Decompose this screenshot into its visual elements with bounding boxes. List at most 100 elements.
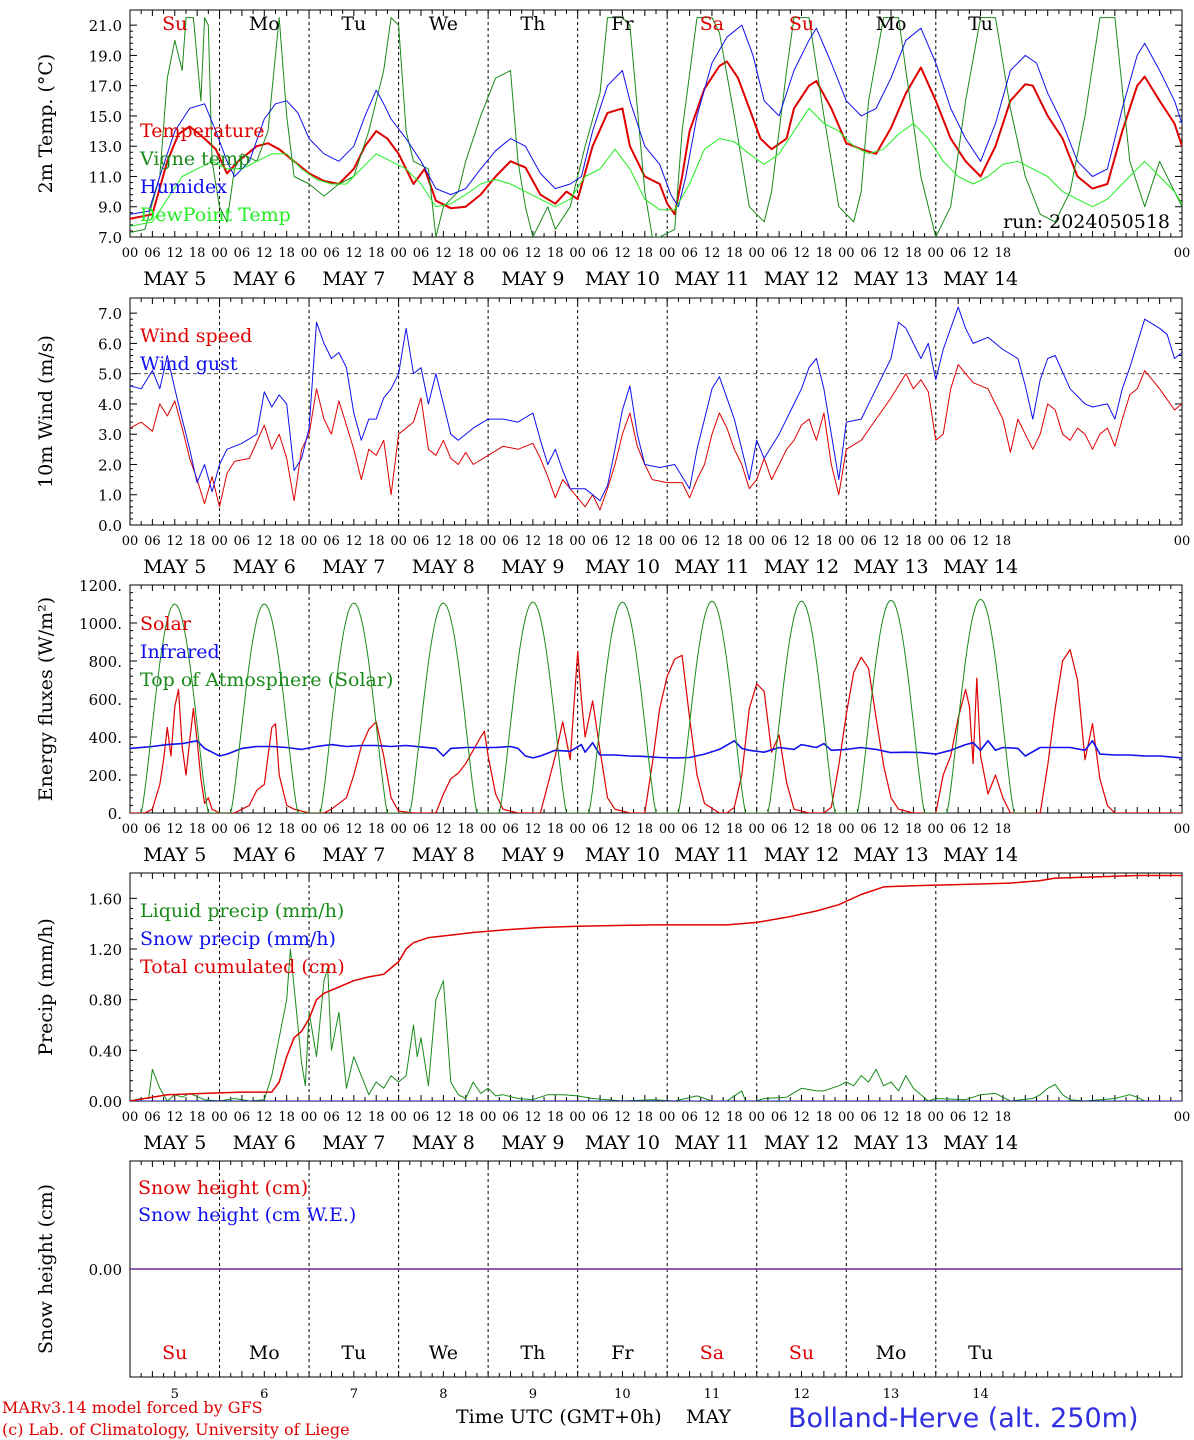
y-tick-label: 9.0 [98, 199, 122, 217]
x-hour-label: 12 [525, 822, 542, 837]
x-hour-label: 06 [144, 822, 161, 837]
x-hour-label: 18 [637, 246, 654, 261]
model-credit: MARv3.14 model forced by GFS [2, 1398, 263, 1417]
y-tick-label: 15.0 [89, 108, 122, 126]
x-hour-label: 00 [390, 534, 407, 549]
x-hour-label: 12 [346, 534, 363, 549]
x-hour-label: 06 [860, 246, 877, 261]
x-hour-label: 18 [726, 534, 743, 549]
x-hour-label: 00 [569, 246, 586, 261]
x-hour-label: 06 [144, 534, 161, 549]
y-tick-label: 0.0 [98, 517, 122, 535]
y-tick-label: 0.00 [89, 1261, 122, 1279]
x-hour-label: 12 [525, 246, 542, 261]
chart-panel-2: 0.0 1.0 2.0 3.0 4.0 5.0 6.0 7.0 10m Wind (m/s) Wi… [35, 297, 1190, 578]
x-date-label: MAY 5 [143, 844, 206, 866]
x-date-label: MAY 8 [412, 268, 475, 290]
x-hour-label: 06 [502, 1110, 519, 1125]
x-hour-label: 06 [234, 1110, 251, 1125]
x-hour-label: 06 [592, 246, 609, 261]
x-date-label: MAY 11 [674, 268, 749, 290]
x-hour-label: 00 [569, 534, 586, 549]
series-line-total-cumulated-cm- [130, 874, 1182, 1101]
series-line-temperature [130, 60, 1182, 220]
x-hour-label: 18 [547, 822, 564, 837]
legend-entry: DewPoint Temp [140, 204, 291, 226]
x-hour-label: 12 [972, 534, 989, 549]
x-hour-label: 00 [928, 534, 945, 549]
x-hour-label: 06 [144, 1110, 161, 1125]
day-name-label: Th [520, 13, 545, 35]
x-date-label: MAY 13 [853, 1132, 928, 1154]
x-hour-label: 12 [346, 822, 363, 837]
x-hour-label: 00 [390, 822, 407, 837]
y-tick-label: 6.0 [98, 335, 122, 353]
legend-entry: Snow height (cm W.E.) [138, 1204, 356, 1226]
x-date-label: MAY 8 [412, 844, 475, 866]
x-hour-label: 00 [211, 1110, 228, 1125]
x-hour-label: 00 [748, 1110, 765, 1125]
x-hour-label: 06 [502, 822, 519, 837]
y-tick-label: 0. [108, 805, 122, 823]
x-hour-label: 12 [435, 822, 452, 837]
x-hour-label: 18 [457, 822, 474, 837]
panels: 7.0 9.0 11.0 13.0 15.0 17.0 19.0 21.0 2m Temp. (… [35, 9, 1191, 1402]
x-hour-label: 00 [211, 534, 228, 549]
x-hour-label: 06 [592, 822, 609, 837]
day-name-label: Su [162, 1342, 187, 1364]
series-line-top-of-atmosphere-solar- [140, 598, 1035, 813]
x-hour-label: 12 [704, 1110, 721, 1125]
x-hour-label: 00 [211, 246, 228, 261]
y-tick-label: 7.0 [98, 229, 122, 247]
x-hour-label: 06 [860, 822, 877, 837]
day-name-label: Th [520, 1342, 545, 1364]
legend-entry: Temperature [140, 120, 264, 142]
x-hour-label: 00 [1174, 822, 1191, 837]
x-hour-label: 06 [681, 246, 698, 261]
x-hour-label: 06 [413, 246, 430, 261]
x-hour-label: 12 [346, 246, 363, 261]
legend-entry: Total cumulated (cm) [140, 956, 345, 978]
plot-area [130, 874, 1182, 1101]
x-hour-label: 06 [771, 246, 788, 261]
day-name-label: Su [789, 1342, 814, 1364]
x-date-label: MAY 8 [412, 556, 475, 578]
x-day-number: 12 [793, 1387, 810, 1402]
x-hour-label: 12 [435, 534, 452, 549]
day-name-label: Tu [968, 1342, 993, 1364]
x-date-label: MAY 14 [943, 556, 1018, 578]
x-hour-label: 12 [525, 1110, 542, 1125]
y-tick-label: 17.0 [89, 78, 122, 96]
series-line-wind-gust [130, 306, 1182, 502]
x-date-label: MAY 9 [501, 844, 564, 866]
x-hour-label: 12 [256, 1110, 273, 1125]
x-hour-label: 00 [480, 246, 497, 261]
y-tick-label: 3.0 [98, 426, 122, 444]
x-hour-label: 00 [122, 1110, 139, 1125]
day-name-label: Tu [968, 13, 993, 35]
x-hour-label: 06 [502, 534, 519, 549]
y-tick-label: 600. [89, 691, 122, 709]
legend-entry: Wind speed [140, 325, 252, 347]
x-hour-label: 12 [614, 246, 631, 261]
x-hour-label: 06 [413, 822, 430, 837]
x-date-label: MAY 6 [233, 844, 296, 866]
series-line-infrared [130, 740, 1182, 759]
x-hour-label: 18 [637, 822, 654, 837]
legend-entry: Infrared [140, 641, 220, 663]
x-hour-label: 12 [256, 246, 273, 261]
x-hour-label: 12 [256, 534, 273, 549]
x-hour-label: 12 [793, 1110, 810, 1125]
day-name-label: Mo [876, 1342, 907, 1364]
legend-entry: Wind gust [140, 353, 238, 375]
x-hour-label: 00 [928, 1110, 945, 1125]
x-date-label: MAY 6 [233, 556, 296, 578]
x-date-label: MAY 12 [764, 268, 839, 290]
x-hour-label: 12 [435, 1110, 452, 1125]
x-hour-label: 18 [637, 534, 654, 549]
plot-area [130, 598, 1182, 813]
x-hour-label: 06 [860, 534, 877, 549]
x-axis-month: MAY [686, 1406, 731, 1428]
